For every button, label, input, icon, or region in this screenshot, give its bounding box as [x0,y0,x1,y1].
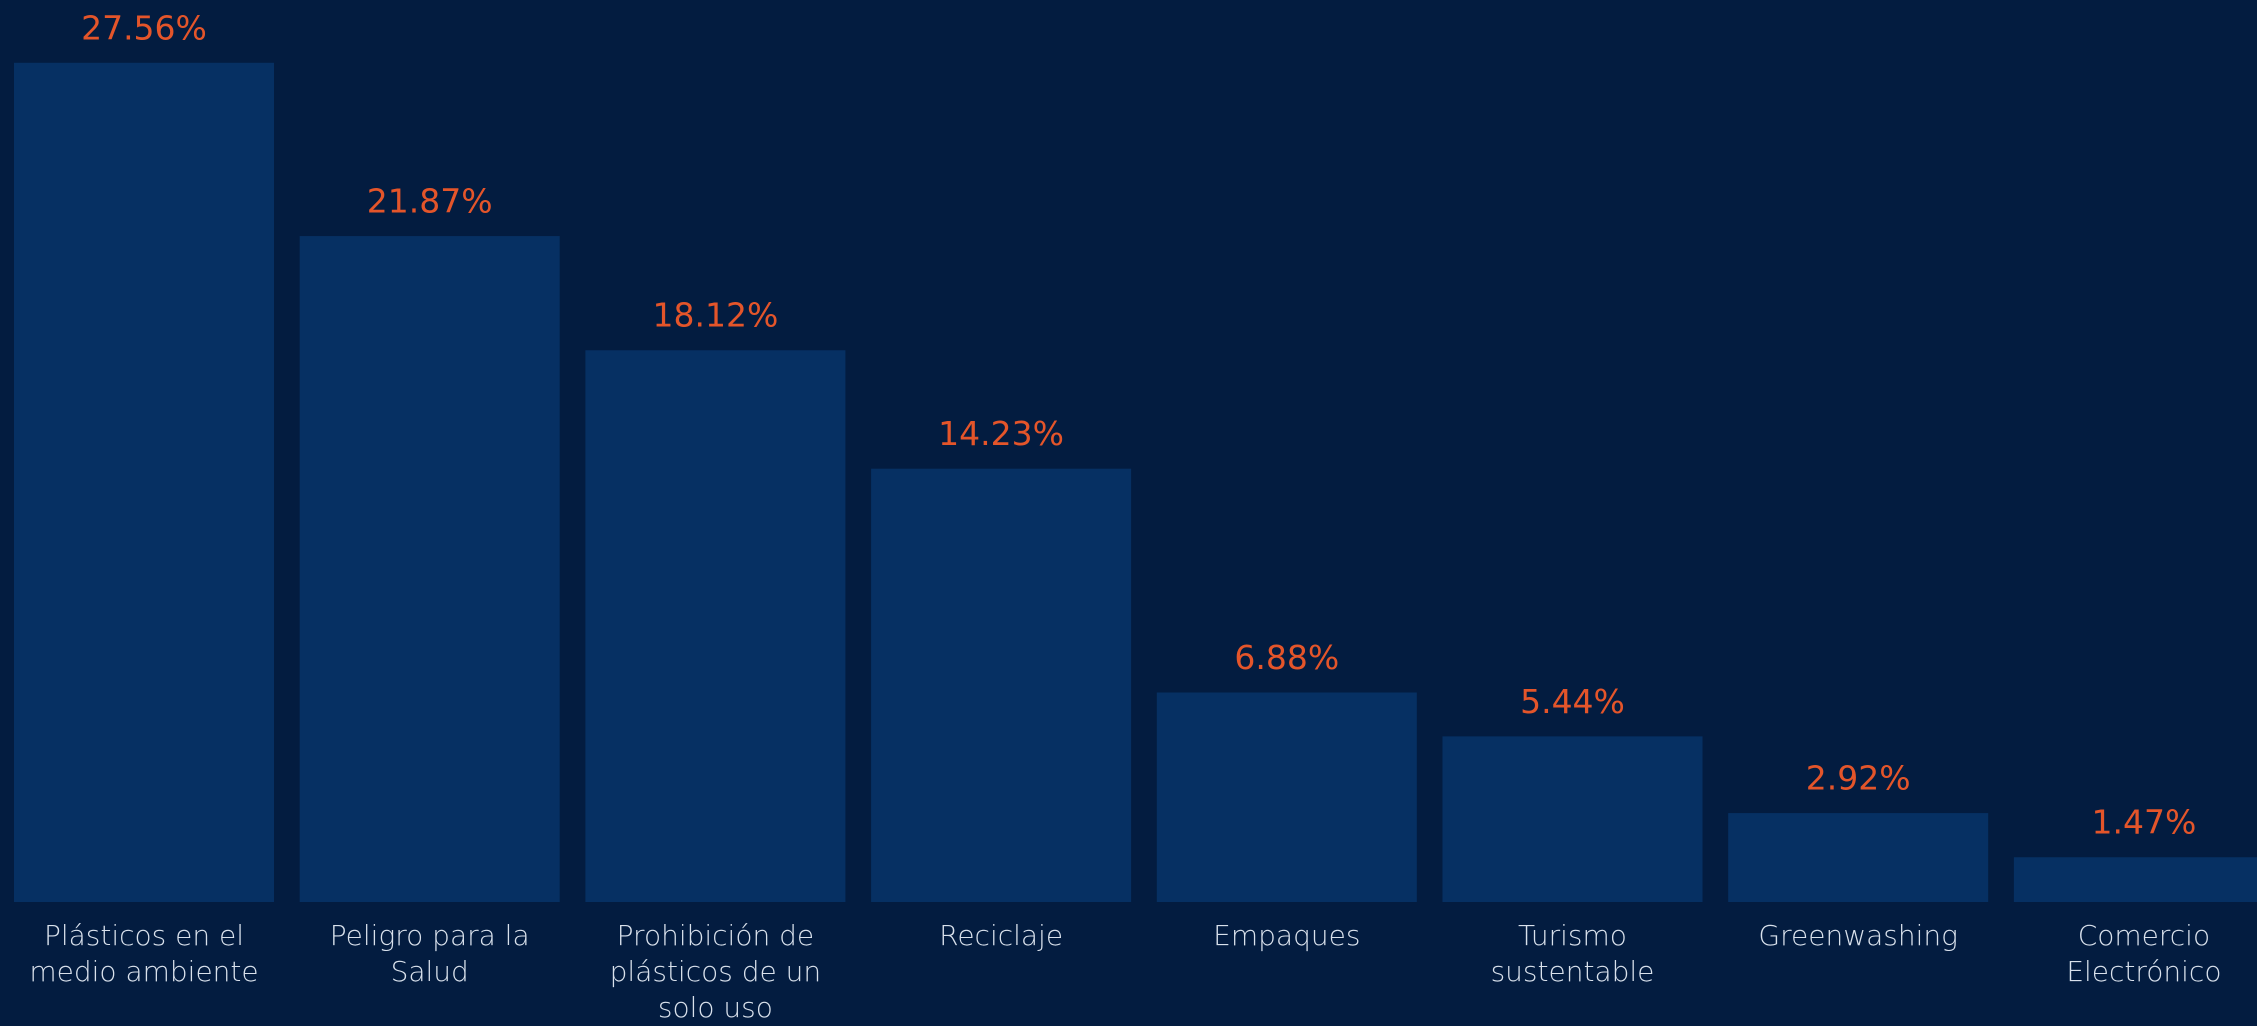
bar [299,236,560,903]
value-label: 1.47% [2091,803,2196,842]
category-label: Empaques [1213,919,1361,952]
category-label: Turismo sustentable [1490,919,1655,988]
bar [585,350,846,903]
value-label: 5.44% [1520,682,1625,721]
value-label: 27.56% [81,8,207,47]
category-label: Reciclaje [939,919,1064,952]
bar [14,62,274,903]
bar [1442,736,1703,902]
category-label: Prohibición de plásticos de un solo uso [609,919,822,1024]
bar [871,468,1132,902]
value-label: 2.92% [1806,759,1911,798]
value-label: 6.88% [1234,638,1339,677]
category-label: Peligro para la Salud [329,919,530,988]
value-label: 18.12% [652,296,778,335]
bar [2013,857,2257,902]
category-label: Plásticos en el medio ambiente [29,919,259,988]
bar [1728,813,1989,902]
value-label: 21.87% [367,182,493,221]
value-label: 14.23% [938,414,1064,453]
category-label: Comercio Electrónico [2066,919,2222,988]
category-label: Greenwashing [1758,919,1958,952]
bar [1156,692,1417,902]
